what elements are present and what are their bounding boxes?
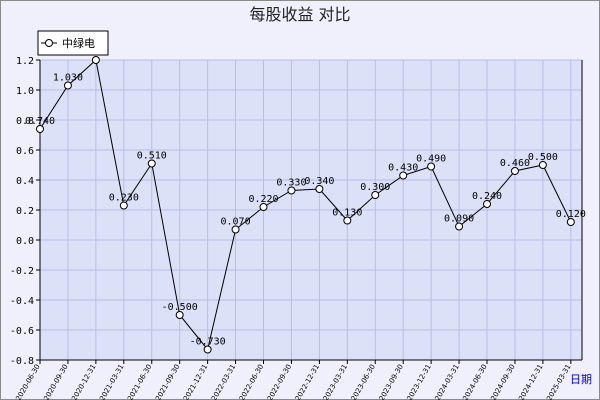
data-label: 0.460	[500, 158, 530, 169]
x-tick-label: 2022-09-30	[266, 363, 293, 400]
legend: 中绿电	[37, 30, 109, 56]
data-point	[343, 216, 352, 225]
series-line	[39, 59, 572, 351]
data-label: 0.070	[221, 217, 251, 228]
y-tick-label: -0.2	[10, 266, 34, 277]
x-tick-label: 2024-09-30	[489, 363, 516, 400]
x-tick-label: 2023-09-30	[378, 363, 405, 400]
data-point	[36, 125, 44, 133]
data-label: 0.430	[388, 163, 418, 174]
y-tick-label: 1.2	[16, 56, 34, 67]
data-label: 0.220	[248, 194, 278, 205]
data-point	[147, 159, 156, 168]
data-label: 0.120	[556, 209, 586, 220]
x-tick-label: 2023-03-31	[322, 363, 349, 400]
data-label: 0.740	[25, 116, 55, 127]
data-label: 0.500	[528, 152, 558, 163]
y-tick-label: 0.2	[16, 206, 34, 217]
x-tick-label: 2024-12-31	[517, 363, 544, 400]
legend-marker-icon	[45, 39, 53, 47]
y-tick-label: 0.0	[16, 236, 34, 247]
data-label: 1.030	[53, 73, 83, 84]
data-label: -0.500	[162, 302, 198, 313]
x-tick-label: 2020-12-31	[70, 363, 97, 400]
x-unit-label: 日期	[570, 373, 592, 386]
chart-title: 每股收益 对比	[249, 5, 350, 24]
data-point	[63, 81, 72, 90]
x-tick-label: 2021-09-30	[154, 363, 181, 400]
data-label: -0.730	[190, 337, 226, 348]
y-tick-label: -0.4	[10, 296, 34, 307]
data-point	[119, 201, 128, 210]
data-point	[259, 203, 268, 211]
y-tick-label: 1.0	[16, 86, 34, 97]
legend-entry: 中绿电	[62, 36, 95, 50]
x-tick-label: 2022-06-30	[238, 363, 265, 400]
x-tick-label: 2021-12-31	[182, 363, 209, 400]
data-point	[483, 200, 492, 208]
x-tick-label: 2024-06-30	[461, 363, 488, 400]
x-tick-label: 2025-03-31	[545, 363, 572, 400]
y-tick-label: -0.8	[10, 356, 34, 367]
x-tick-label: 2022-12-31	[294, 363, 321, 400]
data-point	[538, 161, 547, 169]
data-label: 0.300	[360, 182, 390, 193]
data-point	[315, 185, 324, 193]
x-tick-label: 2020-09-30	[42, 363, 69, 400]
y-axis: 1.2 1.0 0.8 0.6 0.4 0.2 0.0 -0.2 -0.4 -0.6 -0.8	[10, 56, 41, 367]
data-point	[566, 218, 575, 226]
data-point	[203, 345, 212, 354]
data-point	[427, 162, 436, 171]
data-point	[399, 171, 408, 180]
y-tick-label: 0.8	[16, 116, 34, 127]
x-tick-label: 2020-06-30	[14, 363, 41, 400]
data-label: 0.240	[472, 191, 502, 202]
x-tick-label: 2023-06-30	[350, 363, 377, 400]
data-label: 0.340	[304, 176, 334, 187]
data-label: 0.330	[276, 178, 306, 189]
data-point	[91, 56, 100, 64]
data-point	[287, 186, 296, 195]
x-tick-label: 2024-03-31	[434, 363, 461, 400]
data-label: 0.230	[109, 193, 139, 204]
data-point	[510, 167, 519, 175]
x-tick-label: 2023-12-31	[406, 363, 433, 400]
y-tick-label: 0.6	[16, 146, 34, 157]
data-point	[455, 222, 464, 231]
y-tick-label: 0.4	[16, 176, 34, 187]
data-point	[175, 311, 184, 319]
data-label: 0.130	[332, 208, 362, 219]
data-point	[231, 225, 240, 234]
data-label: 0.510	[137, 151, 167, 162]
x-tick-label: 2021-03-31	[98, 363, 125, 400]
y-tick-label: -0.6	[10, 326, 34, 337]
x-tick-label: 2022-03-31	[210, 363, 237, 400]
data-point	[371, 191, 380, 199]
data-label: 0.490	[416, 154, 446, 165]
data-label: 0.090	[444, 214, 474, 225]
x-tick-label: 2021-06-30	[126, 363, 153, 400]
